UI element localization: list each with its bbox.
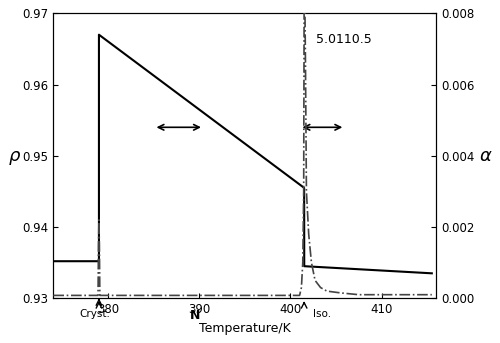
Y-axis label: α: α	[480, 147, 492, 165]
Text: N: N	[190, 309, 200, 322]
Text: Iso.: Iso.	[314, 309, 332, 319]
X-axis label: Temperature/K: Temperature/K	[199, 322, 290, 335]
Text: 5.0110.5: 5.0110.5	[316, 33, 372, 46]
Text: Cryst.: Cryst.	[79, 309, 110, 319]
Y-axis label: ρ: ρ	[8, 147, 20, 165]
